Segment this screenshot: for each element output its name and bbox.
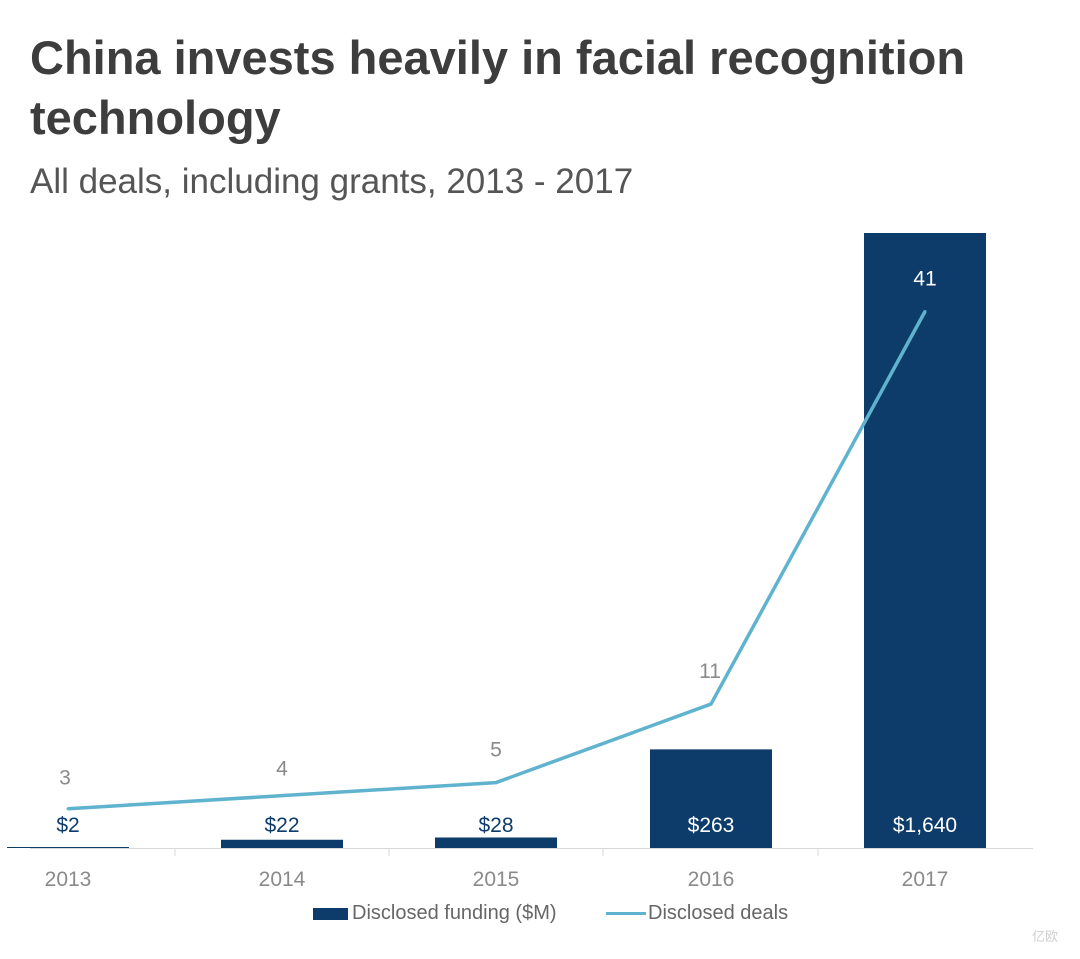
legend-item-deals[interactable]: Disclosed deals	[606, 902, 788, 925]
legend-label-funding: Disclosed funding ($M)	[352, 902, 557, 924]
x-tick-label-2016: 2016	[688, 868, 735, 891]
bar-funding-2013	[7, 847, 129, 848]
bar-label-funding-2015: $28	[478, 814, 513, 837]
legend-item-funding[interactable]: Disclosed funding ($M)	[313, 902, 557, 925]
x-tick-label-2015: 2015	[473, 868, 520, 891]
legend-label-deals: Disclosed deals	[648, 902, 789, 924]
point-deals-2015	[494, 781, 498, 785]
bar-funding-2017	[864, 233, 986, 848]
point-deals-2016	[709, 702, 713, 706]
bar-label-funding-2017: $1,640	[893, 814, 957, 837]
point-deals-2017	[923, 310, 927, 314]
line-label-deals-2016: 11	[699, 660, 721, 683]
chart-plot: $2 $22 $28 $263 $1,640 3 4 5 11 41 2013 2014 2015 201…	[7, 233, 1033, 891]
bar-funding-2015	[435, 837, 557, 848]
x-tick-label-2017: 2017	[902, 868, 949, 891]
x-tick-label-2014: 2014	[259, 868, 306, 891]
line-label-deals-2015: 5	[490, 739, 502, 762]
point-deals-2014	[280, 794, 284, 798]
line-label-deals-2017: 41	[913, 268, 936, 291]
legend-swatch-deals	[606, 912, 646, 915]
line-deals	[67, 310, 927, 811]
line-label-deals-2013: 3	[59, 767, 71, 790]
chart-title: China invests heavily in facial recognit…	[30, 31, 966, 144]
legend-swatch-funding	[313, 907, 348, 920]
line-label-deals-2014: 4	[276, 758, 288, 781]
bar-label-funding-2016: $263	[688, 814, 735, 837]
chart-subtitle: All deals, including grants, 2013 - 2017	[30, 162, 634, 201]
bar-funding-2014	[221, 839, 343, 848]
bar-funding-2016	[650, 749, 772, 848]
bar-label-funding-2013: $2	[56, 814, 79, 837]
chart-legend: Disclosed funding ($M) Disclosed deals	[0, 902, 1080, 932]
bar-label-funding-2014: $22	[264, 814, 299, 837]
watermark-logo: 亿欧	[1031, 929, 1058, 944]
x-tick-label-2013: 2013	[45, 868, 92, 891]
point-deals-2013	[66, 807, 70, 811]
